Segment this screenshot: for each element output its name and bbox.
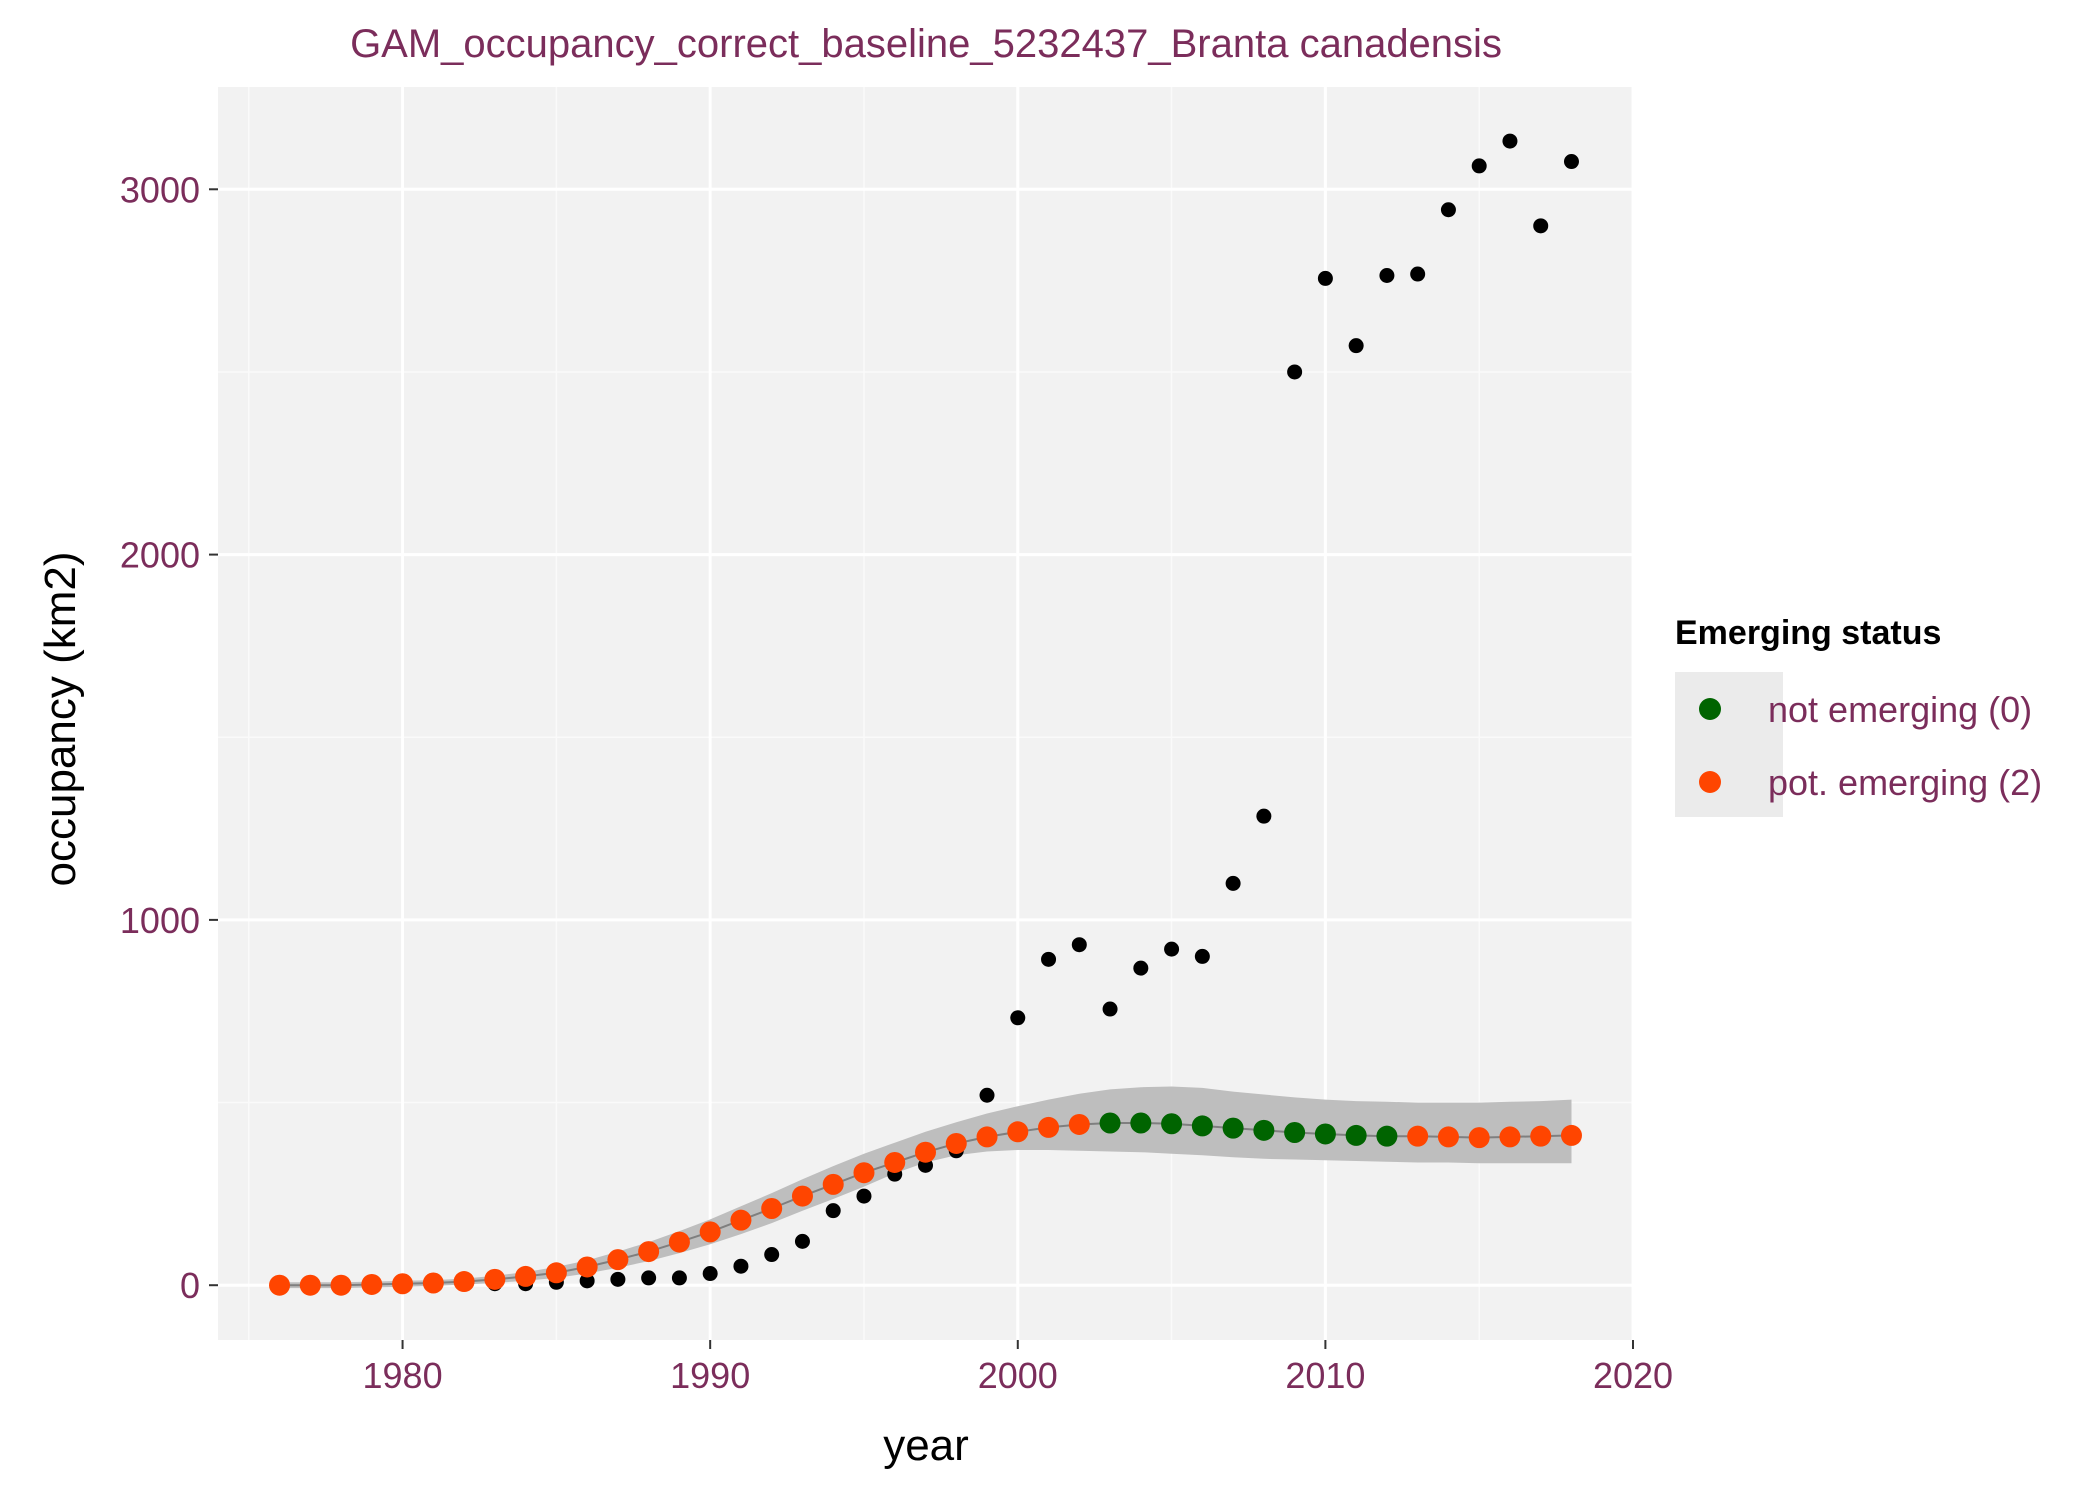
- fitted-point: [422, 1272, 444, 1294]
- major-gridlines: [218, 87, 1635, 1340]
- observed-point: [1256, 808, 1272, 824]
- observed-point: [1410, 266, 1426, 282]
- legend-label-pot-emerging: pot. emerging (2): [1768, 762, 2042, 803]
- fitted-point: [1345, 1124, 1367, 1146]
- observed-point: [1071, 937, 1087, 953]
- observed-point: [1133, 960, 1149, 976]
- x-tick-label: 1990: [670, 1355, 750, 1396]
- legend-key-not-emerging: [1699, 698, 1721, 720]
- observed-point: [1164, 941, 1180, 957]
- fitted-point: [453, 1271, 475, 1293]
- fitted-point: [1499, 1126, 1521, 1148]
- legend-title: Emerging status: [1675, 614, 1941, 652]
- y-axis-title: occupancy (km2): [36, 551, 85, 886]
- x-axis: 1980 1990 2000 2010 2020: [363, 1340, 1673, 1396]
- fitted-point: [1284, 1122, 1306, 1144]
- y-tick-label: 2000: [120, 535, 200, 576]
- fitted-point: [884, 1151, 906, 1173]
- fitted-point: [1530, 1125, 1552, 1147]
- observed-point: [671, 1270, 687, 1286]
- observed-point: [825, 1203, 841, 1219]
- fitted-point: [1191, 1115, 1213, 1137]
- fitted-point: [853, 1162, 875, 1184]
- fitted-point: [945, 1132, 967, 1154]
- fitted-point: [638, 1241, 660, 1263]
- observed-point: [1563, 154, 1579, 170]
- chart-title: GAM_occupancy_correct_baseline_5232437_B…: [350, 22, 1502, 66]
- fitted-points: [269, 1112, 1582, 1296]
- observed-point: [1502, 133, 1518, 149]
- fitted-point: [1068, 1113, 1090, 1135]
- fitted-point: [1468, 1127, 1490, 1149]
- fitted-point: [269, 1274, 291, 1296]
- x-tick-label: 2010: [1285, 1355, 1365, 1396]
- fitted-point: [330, 1274, 352, 1296]
- fitted-point: [1161, 1113, 1183, 1135]
- fitted-point: [299, 1274, 321, 1296]
- legend-key-pot-emerging: [1699, 771, 1721, 793]
- observed-point: [1102, 1001, 1118, 1017]
- observed-point: [1533, 218, 1549, 234]
- x-tick-label: 2020: [1593, 1355, 1673, 1396]
- observed-point: [1471, 158, 1487, 174]
- fitted-point: [607, 1249, 629, 1271]
- fitted-point: [515, 1265, 537, 1287]
- observed-point: [1225, 875, 1241, 891]
- fitted-point: [484, 1268, 506, 1290]
- x-tick-label: 2000: [978, 1355, 1058, 1396]
- observed-point: [1379, 267, 1395, 283]
- fitted-point: [761, 1197, 783, 1219]
- fitted-point: [1038, 1116, 1060, 1138]
- observed-point: [733, 1258, 749, 1274]
- observed-point: [1010, 1010, 1026, 1026]
- observed-point: [702, 1266, 718, 1282]
- y-tick-label: 1000: [120, 900, 200, 941]
- fitted-point: [976, 1126, 998, 1148]
- fitted-point: [1376, 1125, 1398, 1147]
- fitted-point: [668, 1231, 690, 1253]
- fitted-point: [1007, 1121, 1029, 1143]
- fitted-point: [1314, 1123, 1336, 1145]
- confidence-ribbon: [279, 1086, 1572, 1289]
- fitted-point: [1437, 1126, 1459, 1148]
- observed-point: [1194, 948, 1210, 964]
- observed-point: [1041, 951, 1057, 967]
- x-axis-title: year: [883, 1421, 969, 1470]
- observed-point: [794, 1233, 810, 1249]
- observed-point: [579, 1273, 595, 1289]
- fitted-point: [822, 1173, 844, 1195]
- y-tick-label: 0: [180, 1265, 200, 1306]
- fitted-point: [576, 1256, 598, 1278]
- observed-point: [1287, 364, 1303, 380]
- y-axis: 0 1000 2000 3000: [120, 169, 218, 1306]
- legend-label-not-emerging: not emerging (0): [1768, 689, 2032, 730]
- fitted-point: [699, 1221, 721, 1243]
- fitted-point: [730, 1209, 752, 1231]
- y-tick-label: 3000: [120, 169, 200, 210]
- fitted-point: [1560, 1124, 1582, 1146]
- observed-point: [1440, 202, 1456, 218]
- x-tick-label: 1980: [363, 1355, 443, 1396]
- fitted-point: [915, 1141, 936, 1163]
- fitted-point: [361, 1273, 383, 1295]
- fitted-point: [791, 1185, 813, 1207]
- observed-point: [979, 1087, 995, 1103]
- observed-point: [610, 1271, 626, 1287]
- fitted-point: [545, 1262, 567, 1284]
- observed-point: [764, 1247, 780, 1263]
- legend-key-background: [1675, 672, 1783, 817]
- fitted-point: [1222, 1117, 1244, 1139]
- fitted-point: [1099, 1112, 1121, 1134]
- legend: Emerging status not emerging (0) pot. em…: [1675, 614, 2042, 817]
- fitted-point: [392, 1273, 414, 1295]
- observed-point: [856, 1188, 872, 1204]
- observed-point: [1317, 270, 1333, 286]
- observed-point: [641, 1270, 657, 1286]
- fitted-point: [1253, 1119, 1275, 1141]
- fitted-point: [1407, 1125, 1429, 1147]
- observed-point: [1348, 338, 1364, 354]
- fitted-point: [1130, 1112, 1152, 1134]
